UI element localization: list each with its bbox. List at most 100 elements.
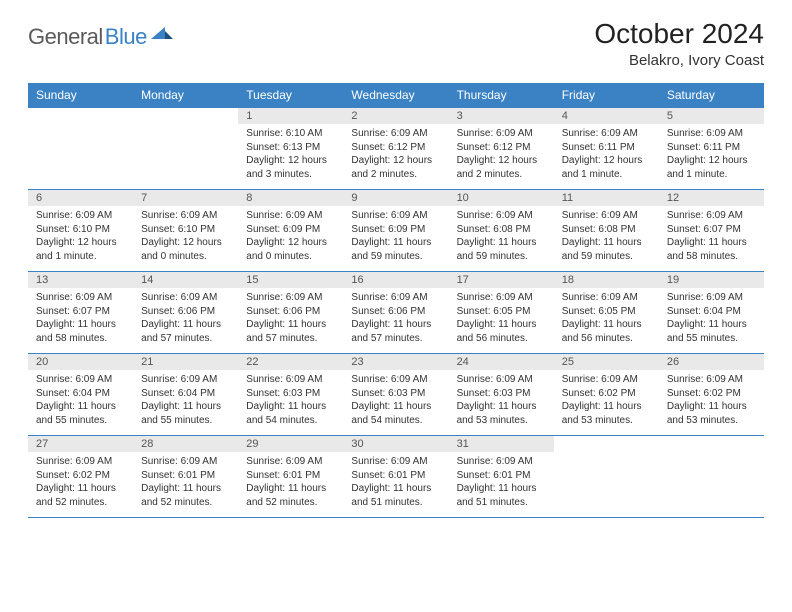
- sunrise-text: Sunrise: 6:09 AM: [562, 209, 651, 223]
- sunrise-text: Sunrise: 6:09 AM: [562, 127, 651, 141]
- sunrise-text: Sunrise: 6:09 AM: [246, 209, 335, 223]
- sunrise-text: Sunrise: 6:10 AM: [246, 127, 335, 141]
- day-number-cell: 14: [133, 272, 238, 289]
- day-number-cell: 16: [343, 272, 448, 289]
- daylight-text: Daylight: 11 hours and 52 minutes.: [36, 482, 125, 509]
- sunset-text: Sunset: 6:10 PM: [141, 223, 230, 237]
- sunrise-text: Sunrise: 6:09 AM: [36, 209, 125, 223]
- day-number-cell: 11: [554, 190, 659, 207]
- sunrise-text: Sunrise: 6:09 AM: [667, 127, 756, 141]
- daynum-row: 6789101112: [28, 190, 764, 207]
- daylight-text: Daylight: 12 hours and 0 minutes.: [141, 236, 230, 263]
- day-detail-cell: Sunrise: 6:09 AMSunset: 6:12 PMDaylight:…: [449, 124, 554, 190]
- day-header: Friday: [554, 83, 659, 108]
- sunrise-text: Sunrise: 6:09 AM: [457, 291, 546, 305]
- day-detail-cell: Sunrise: 6:09 AMSunset: 6:03 PMDaylight:…: [449, 370, 554, 436]
- day-detail-cell: Sunrise: 6:09 AMSunset: 6:06 PMDaylight:…: [133, 288, 238, 354]
- day-detail-cell: Sunrise: 6:09 AMSunset: 6:01 PMDaylight:…: [133, 452, 238, 518]
- day-detail-cell: Sunrise: 6:09 AMSunset: 6:06 PMDaylight:…: [238, 288, 343, 354]
- daylight-text: Daylight: 12 hours and 1 minute.: [667, 154, 756, 181]
- day-detail-cell: Sunrise: 6:09 AMSunset: 6:07 PMDaylight:…: [659, 206, 764, 272]
- day-detail-cell: Sunrise: 6:09 AMSunset: 6:04 PMDaylight:…: [28, 370, 133, 436]
- day-detail-cell: [133, 124, 238, 190]
- sunset-text: Sunset: 6:05 PM: [562, 305, 651, 319]
- sunset-text: Sunset: 6:04 PM: [141, 387, 230, 401]
- day-number-cell: 23: [343, 354, 448, 371]
- day-header: Saturday: [659, 83, 764, 108]
- day-number-cell: 18: [554, 272, 659, 289]
- daylight-text: Daylight: 11 hours and 52 minutes.: [246, 482, 335, 509]
- sunset-text: Sunset: 6:03 PM: [351, 387, 440, 401]
- daylight-text: Daylight: 11 hours and 53 minutes.: [667, 400, 756, 427]
- day-header-row: Sunday Monday Tuesday Wednesday Thursday…: [28, 83, 764, 108]
- sunset-text: Sunset: 6:06 PM: [141, 305, 230, 319]
- daylight-text: Daylight: 12 hours and 1 minute.: [36, 236, 125, 263]
- sunrise-text: Sunrise: 6:09 AM: [667, 209, 756, 223]
- day-detail-cell: Sunrise: 6:09 AMSunset: 6:06 PMDaylight:…: [343, 288, 448, 354]
- sunrise-text: Sunrise: 6:09 AM: [141, 455, 230, 469]
- day-number-cell: [28, 108, 133, 125]
- day-number-cell: 27: [28, 436, 133, 453]
- day-number-cell: 29: [238, 436, 343, 453]
- sunrise-text: Sunrise: 6:09 AM: [141, 291, 230, 305]
- day-detail-cell: Sunrise: 6:09 AMSunset: 6:09 PMDaylight:…: [343, 206, 448, 272]
- sunset-text: Sunset: 6:13 PM: [246, 141, 335, 155]
- sunset-text: Sunset: 6:02 PM: [36, 469, 125, 483]
- month-title: October 2024: [594, 18, 764, 50]
- calendar-page: GeneralBlue October 2024 Belakro, Ivory …: [0, 0, 792, 518]
- sunset-text: Sunset: 6:12 PM: [351, 141, 440, 155]
- day-detail-cell: [28, 124, 133, 190]
- brand-part1: General: [28, 24, 103, 50]
- daylight-text: Daylight: 11 hours and 54 minutes.: [351, 400, 440, 427]
- day-detail-cell: Sunrise: 6:09 AMSunset: 6:05 PMDaylight:…: [554, 288, 659, 354]
- sunrise-text: Sunrise: 6:09 AM: [141, 373, 230, 387]
- daylight-text: Daylight: 11 hours and 56 minutes.: [457, 318, 546, 345]
- day-number-cell: 25: [554, 354, 659, 371]
- day-number-cell: 1: [238, 108, 343, 125]
- daylight-text: Daylight: 11 hours and 57 minutes.: [246, 318, 335, 345]
- sunrise-text: Sunrise: 6:09 AM: [351, 127, 440, 141]
- sunset-text: Sunset: 6:04 PM: [36, 387, 125, 401]
- daylight-text: Daylight: 11 hours and 59 minutes.: [351, 236, 440, 263]
- daylight-text: Daylight: 11 hours and 57 minutes.: [141, 318, 230, 345]
- day-number-cell: 6: [28, 190, 133, 207]
- day-number-cell: 2: [343, 108, 448, 125]
- day-number-cell: 24: [449, 354, 554, 371]
- day-number-cell: 17: [449, 272, 554, 289]
- sunrise-text: Sunrise: 6:09 AM: [351, 209, 440, 223]
- day-detail-cell: Sunrise: 6:09 AMSunset: 6:02 PMDaylight:…: [659, 370, 764, 436]
- day-detail-cell: Sunrise: 6:09 AMSunset: 6:08 PMDaylight:…: [554, 206, 659, 272]
- day-detail-cell: Sunrise: 6:09 AMSunset: 6:01 PMDaylight:…: [449, 452, 554, 518]
- day-detail-cell: Sunrise: 6:09 AMSunset: 6:09 PMDaylight:…: [238, 206, 343, 272]
- day-detail-cell: Sunrise: 6:09 AMSunset: 6:01 PMDaylight:…: [238, 452, 343, 518]
- daylight-text: Daylight: 12 hours and 2 minutes.: [351, 154, 440, 181]
- day-number-cell: 10: [449, 190, 554, 207]
- day-number-cell: [133, 108, 238, 125]
- sunrise-text: Sunrise: 6:09 AM: [667, 373, 756, 387]
- sunset-text: Sunset: 6:08 PM: [562, 223, 651, 237]
- day-number-cell: 7: [133, 190, 238, 207]
- day-detail-cell: Sunrise: 6:10 AMSunset: 6:13 PMDaylight:…: [238, 124, 343, 190]
- daylight-text: Daylight: 11 hours and 54 minutes.: [246, 400, 335, 427]
- day-number-cell: 12: [659, 190, 764, 207]
- daylight-text: Daylight: 12 hours and 2 minutes.: [457, 154, 546, 181]
- day-detail-cell: [659, 452, 764, 518]
- day-number-cell: 30: [343, 436, 448, 453]
- day-detail-cell: Sunrise: 6:09 AMSunset: 6:04 PMDaylight:…: [133, 370, 238, 436]
- day-number-cell: 22: [238, 354, 343, 371]
- daylight-text: Daylight: 11 hours and 55 minutes.: [36, 400, 125, 427]
- day-detail-cell: Sunrise: 6:09 AMSunset: 6:03 PMDaylight:…: [238, 370, 343, 436]
- sunrise-text: Sunrise: 6:09 AM: [141, 209, 230, 223]
- day-detail-cell: [554, 452, 659, 518]
- daylight-text: Daylight: 12 hours and 3 minutes.: [246, 154, 335, 181]
- logo-mark-icon: [151, 25, 173, 48]
- daylight-text: Daylight: 11 hours and 56 minutes.: [562, 318, 651, 345]
- sunrise-text: Sunrise: 6:09 AM: [246, 455, 335, 469]
- daylight-text: Daylight: 11 hours and 53 minutes.: [562, 400, 651, 427]
- daynum-row: 2728293031: [28, 436, 764, 453]
- daylight-text: Daylight: 11 hours and 55 minutes.: [667, 318, 756, 345]
- calendar-table: Sunday Monday Tuesday Wednesday Thursday…: [28, 83, 764, 518]
- sunset-text: Sunset: 6:12 PM: [457, 141, 546, 155]
- detail-row: Sunrise: 6:09 AMSunset: 6:10 PMDaylight:…: [28, 206, 764, 272]
- sunset-text: Sunset: 6:08 PM: [457, 223, 546, 237]
